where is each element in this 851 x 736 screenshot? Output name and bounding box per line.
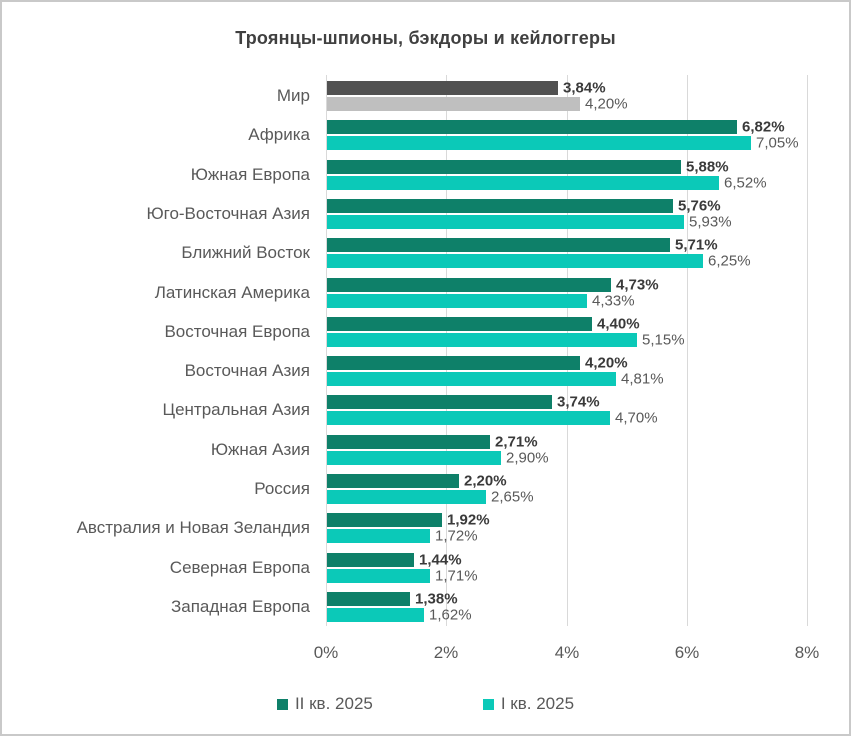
value-label: 6,25% bbox=[708, 252, 751, 270]
value-label: 5,15% bbox=[642, 331, 685, 349]
bar-series-1-Восточная Европа bbox=[327, 316, 592, 331]
bar-series-2-Ближний Восток bbox=[327, 254, 703, 269]
legend-item: II кв. 2025 bbox=[276, 694, 373, 714]
category-label: Северная Европа bbox=[169, 557, 310, 577]
category-label: Восточная Азия bbox=[184, 361, 310, 381]
legend-marker-icon bbox=[482, 698, 494, 710]
value-label: 5,93% bbox=[689, 213, 732, 231]
value-label: 1,72% bbox=[435, 527, 478, 545]
value-label: 4,20% bbox=[585, 354, 628, 372]
bar-series-1-Южная Азия bbox=[327, 434, 490, 449]
bar-series-2-Мир bbox=[327, 97, 580, 111]
value-label: 2,71% bbox=[495, 433, 538, 451]
category-label: Центральная Азия bbox=[162, 400, 311, 420]
bar-series-2-Россия bbox=[327, 490, 486, 504]
category-label: Восточная Европа bbox=[164, 321, 310, 341]
value-label: 1,38% bbox=[415, 590, 458, 608]
chart-title: Троянцы-шпионы, бэкдоры и кейлоггеры bbox=[235, 28, 616, 48]
bar-series-2-Южная Азия bbox=[327, 450, 501, 465]
legend: II кв. 2025 I кв. 2025 bbox=[2, 694, 849, 714]
bar-series-2-Восточная Европа bbox=[327, 332, 637, 347]
gridline-2% bbox=[446, 75, 447, 626]
bar-series-1-Восточная Азия bbox=[327, 356, 580, 371]
value-label: 2,90% bbox=[506, 449, 549, 467]
category-label: Юго-Восточная Азия bbox=[146, 203, 310, 223]
x-tick-label: 6% bbox=[674, 643, 700, 662]
category-label: Мир bbox=[276, 86, 310, 105]
value-label: 6,82% bbox=[742, 118, 785, 136]
value-label: 1,44% bbox=[419, 551, 462, 569]
value-label: 4,73% bbox=[616, 276, 659, 293]
legend-marker-icon bbox=[276, 698, 288, 710]
category-label: Африка bbox=[248, 125, 310, 145]
bar-series-1-Центральная Азия bbox=[327, 395, 552, 410]
x-tick-label: 2% bbox=[433, 643, 459, 662]
value-label: 4,20% bbox=[585, 95, 628, 113]
value-label: 5,71% bbox=[675, 236, 718, 254]
value-label: 1,92% bbox=[447, 511, 490, 529]
bar-series-1-Северная Европа bbox=[327, 552, 414, 567]
value-label: 4,40% bbox=[597, 315, 640, 333]
bar-series-2-Западная Европа bbox=[327, 607, 424, 622]
bar-series-1-Австралия и Новая Зеландия bbox=[327, 513, 442, 528]
category-label: Россия bbox=[254, 479, 310, 498]
value-label: 2,20% bbox=[464, 472, 507, 490]
bar-series-1-Африка bbox=[327, 120, 737, 135]
category-label: Южная Европа bbox=[190, 164, 310, 184]
gridline-0% bbox=[326, 75, 327, 626]
bar-series-2-Северная Европа bbox=[327, 568, 430, 583]
gridline-8% bbox=[807, 75, 808, 626]
gridline-4% bbox=[567, 75, 568, 626]
value-label: 4,33% bbox=[592, 292, 635, 309]
category-label: Ближний Восток bbox=[181, 243, 310, 263]
value-label: 1,62% bbox=[429, 606, 472, 624]
value-label: 6,52% bbox=[724, 174, 767, 192]
x-tick-label: 4% bbox=[554, 643, 580, 662]
bar-series-1-Мир bbox=[327, 81, 558, 95]
value-label: 5,76% bbox=[678, 197, 721, 215]
value-label: 1,71% bbox=[435, 567, 478, 585]
bar-series-2-Австралия и Новая Зеландия bbox=[327, 529, 430, 544]
value-label: 4,70% bbox=[615, 409, 658, 427]
bar-series-2-Южная Европа bbox=[327, 175, 719, 190]
value-label: 5,88% bbox=[686, 158, 729, 176]
category-label: Южная Азия bbox=[210, 439, 310, 459]
value-label: 3,84% bbox=[563, 79, 606, 97]
bar-series-2-Юго-Восточная Азия bbox=[327, 214, 684, 229]
bar-series-1-Ближний Восток bbox=[327, 238, 670, 253]
bar-series-2-Восточная Азия bbox=[327, 372, 616, 387]
category-label: Латинская Америка bbox=[154, 282, 310, 302]
bar-series-2-Африка bbox=[327, 136, 751, 151]
category-label: Австралия и Новая Зеландия bbox=[76, 518, 310, 538]
legend-label: II кв. 2025 bbox=[294, 694, 373, 713]
bar-series-1-Южная Европа bbox=[327, 159, 681, 174]
category-label: Западная Европа bbox=[170, 596, 310, 616]
legend-item: I кв. 2025 bbox=[482, 694, 575, 714]
bar-series-1-Юго-Восточная Азия bbox=[327, 198, 673, 213]
value-label: 2,65% bbox=[491, 488, 534, 506]
value-label: 4,81% bbox=[621, 370, 664, 388]
legend-label: I кв. 2025 bbox=[500, 694, 575, 713]
gridline-6% bbox=[687, 75, 688, 626]
bar-series-1-Россия bbox=[327, 474, 459, 488]
value-label: 7,05% bbox=[756, 134, 799, 152]
x-tick-label: 8% bbox=[794, 643, 820, 662]
x-tick-label: 0% bbox=[313, 643, 339, 662]
bar-series-1-Западная Европа bbox=[327, 591, 410, 606]
value-label: 3,74% bbox=[557, 393, 600, 411]
bar-series-2-Центральная Азия bbox=[327, 411, 610, 426]
bar-series-2-Латинская Америка bbox=[327, 293, 587, 308]
bar-series-1-Латинская Америка bbox=[327, 277, 611, 292]
